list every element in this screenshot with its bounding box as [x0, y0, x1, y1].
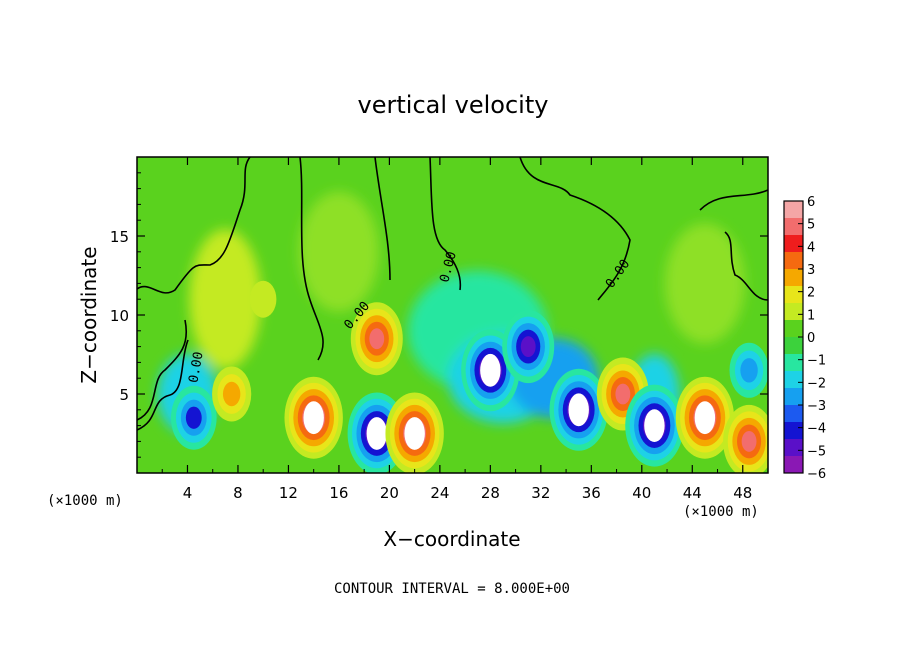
- field-blob: [664, 223, 745, 344]
- y-tick-label: 10: [110, 307, 129, 325]
- zero-contour: [137, 319, 187, 421]
- colorbar-swatch: [784, 422, 803, 440]
- feature-level: [520, 336, 536, 358]
- x-tick-label: 4: [183, 484, 193, 502]
- colorbar-swatch: [784, 456, 803, 474]
- colorbar-label: 0: [807, 331, 815, 346]
- feature-core: [549, 368, 608, 451]
- feature-core: [350, 302, 403, 376]
- zero-contour: [374, 157, 391, 281]
- colorbar-label: 2: [807, 286, 815, 301]
- feature-level: [222, 381, 241, 407]
- x-tick-label: 40: [632, 484, 651, 502]
- x-unit-left: (×1000 m): [47, 493, 123, 509]
- feature-saturated: [568, 393, 589, 427]
- colorbar-swatch: [784, 252, 803, 270]
- feature-saturated: [644, 409, 665, 442]
- colorbar-label: −3: [807, 399, 826, 414]
- feature-core: [385, 392, 444, 473]
- colorbar-label: 1: [807, 308, 815, 323]
- chart-title: vertical velocity: [358, 91, 549, 119]
- colorbar-swatch: [784, 235, 803, 253]
- x-axis-label: X−coordinate: [383, 527, 520, 551]
- x-tick-label: 12: [279, 484, 298, 502]
- colorbar-label: −4: [807, 422, 826, 437]
- colorbar-swatch: [784, 405, 803, 423]
- zero-contour: [724, 231, 768, 301]
- feature-saturated: [694, 401, 716, 435]
- y-axis-label: Z−coordinate: [77, 246, 101, 383]
- x-tick-label: 44: [683, 484, 702, 502]
- feature-core: [625, 384, 684, 467]
- feature-saturated: [404, 417, 425, 450]
- colorbar-swatch: [784, 354, 803, 372]
- colorbar-label: −5: [807, 444, 826, 459]
- feature-level: [740, 358, 758, 383]
- x-tick-label: 16: [329, 484, 348, 502]
- colorbar-swatch: [784, 371, 803, 389]
- y-tick-label: 15: [110, 228, 129, 246]
- contour-interval-footer: CONTOUR INTERVAL = 8.000E+00: [334, 581, 570, 597]
- x-tick-label: 8: [233, 484, 243, 502]
- x-tick-label: 24: [430, 484, 449, 502]
- feature-saturated: [366, 417, 387, 450]
- contour-label: 0.00: [186, 351, 206, 384]
- zero-contour: [299, 157, 324, 361]
- zero-contour: [137, 339, 189, 431]
- colorbar-swatch: [784, 320, 803, 338]
- feature-saturated: [303, 401, 324, 435]
- colorbar-swatch: [784, 286, 803, 304]
- feature-core: [212, 366, 252, 422]
- feature-core: [729, 342, 768, 398]
- feature-core: [250, 280, 277, 318]
- feature-core: [170, 385, 217, 450]
- feature-level: [250, 280, 277, 318]
- zero-contour: [699, 189, 768, 211]
- feature-level: [369, 328, 385, 350]
- x-tick-label: 32: [531, 484, 550, 502]
- colorbar-swatch: [784, 201, 803, 219]
- colorbar: 6 5 4 3 2 1 0 −1 −2 −3 −4 −5 −6: [783, 195, 826, 482]
- heatmap-field: [137, 157, 768, 473]
- x-tick-label: 28: [481, 484, 500, 502]
- feature-core: [502, 310, 555, 384]
- feature-core: [723, 404, 768, 473]
- colorbar-label: 4: [807, 240, 815, 255]
- feature-core: [675, 376, 735, 459]
- feature-core: [284, 376, 343, 459]
- feature-level: [615, 383, 631, 405]
- x-tick-label: 20: [380, 484, 399, 502]
- colorbar-label: −2: [807, 376, 826, 391]
- colorbar-label: −6: [807, 467, 826, 482]
- x-unit-right: (×1000 m): [683, 504, 759, 520]
- colorbar-swatch: [784, 303, 803, 321]
- field-blob: [298, 191, 379, 312]
- x-tick-label: 36: [582, 484, 601, 502]
- feature-level: [185, 406, 202, 429]
- colorbar-swatch: [784, 439, 803, 457]
- colorbar-swatch: [784, 269, 803, 287]
- colorbar-swatch: [784, 388, 803, 406]
- colorbar-label: −1: [807, 354, 826, 369]
- y-tick-label: 5: [119, 386, 129, 404]
- feature-level: [741, 430, 757, 452]
- feature-saturated: [480, 353, 501, 387]
- zero-contour: [429, 157, 462, 291]
- colorbar-label: 3: [807, 263, 815, 278]
- colorbar-label: 6: [807, 195, 815, 210]
- colorbar-swatch: [784, 218, 803, 236]
- zero-contour: [519, 157, 631, 301]
- colorbar-swatch: [784, 337, 803, 355]
- zero-contour: [137, 157, 251, 294]
- colorbar-label: 5: [807, 218, 815, 233]
- x-tick-label: 48: [733, 484, 752, 502]
